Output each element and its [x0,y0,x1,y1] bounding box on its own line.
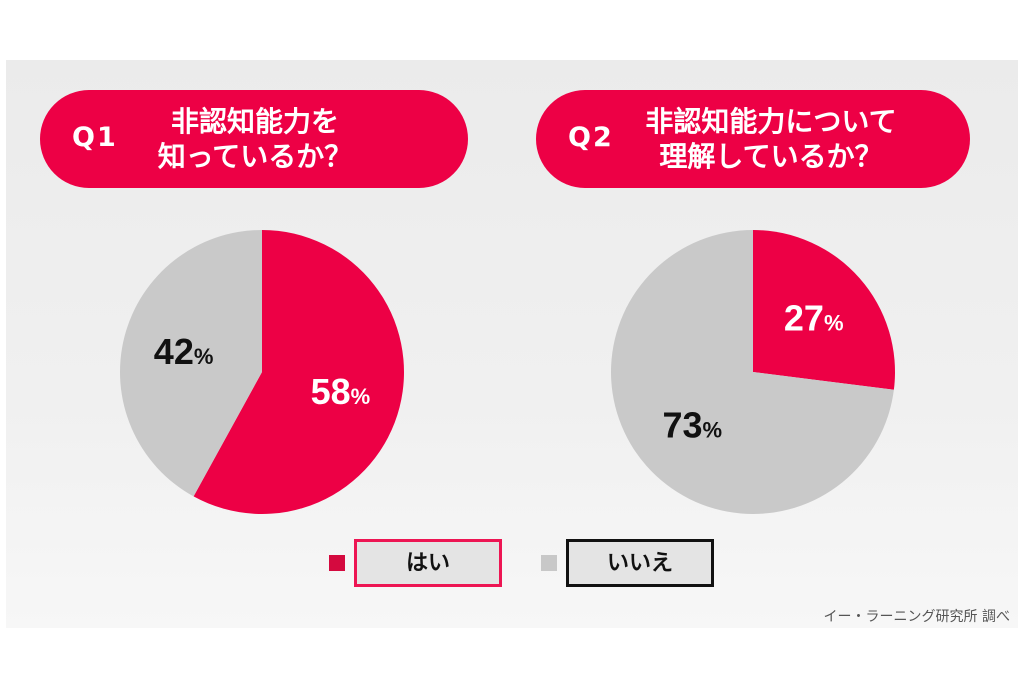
question-1-text: 非認知能力を 知っているか？ [157,105,353,173]
question-2-number: Q2 [568,122,614,153]
pie-chart-q2: 27% 73% [611,230,895,514]
legend-label-yes: はい [354,539,502,587]
pie-slice-yes [193,230,404,514]
pie-chart-q1: 58% 42% [120,230,404,514]
question-2-text: 非認知能力について 理解しているか？ [645,105,897,173]
pie-slice-no [120,230,262,497]
legend-swatch-yes [329,555,345,571]
pie-slice-yes [753,230,895,390]
pie-value-label-yes: 58% [311,371,371,412]
question-1-number: Q1 [72,122,118,153]
legend-label-no: いいえ [566,539,714,587]
pie-value-label-yes: 27% [784,297,844,338]
source-note: イー・ラーニング研究所 調べ [823,609,1010,625]
question-1-banner: Q1 非認知能力を 知っているか？ [40,90,468,188]
pie-value-label-no: 42% [154,331,214,372]
legend-swatch-no [541,555,557,571]
pie-value-label-no: 73% [662,405,722,446]
question-2-banner: Q2 非認知能力について 理解しているか？ [536,90,970,188]
pie-slice-no [611,230,894,514]
